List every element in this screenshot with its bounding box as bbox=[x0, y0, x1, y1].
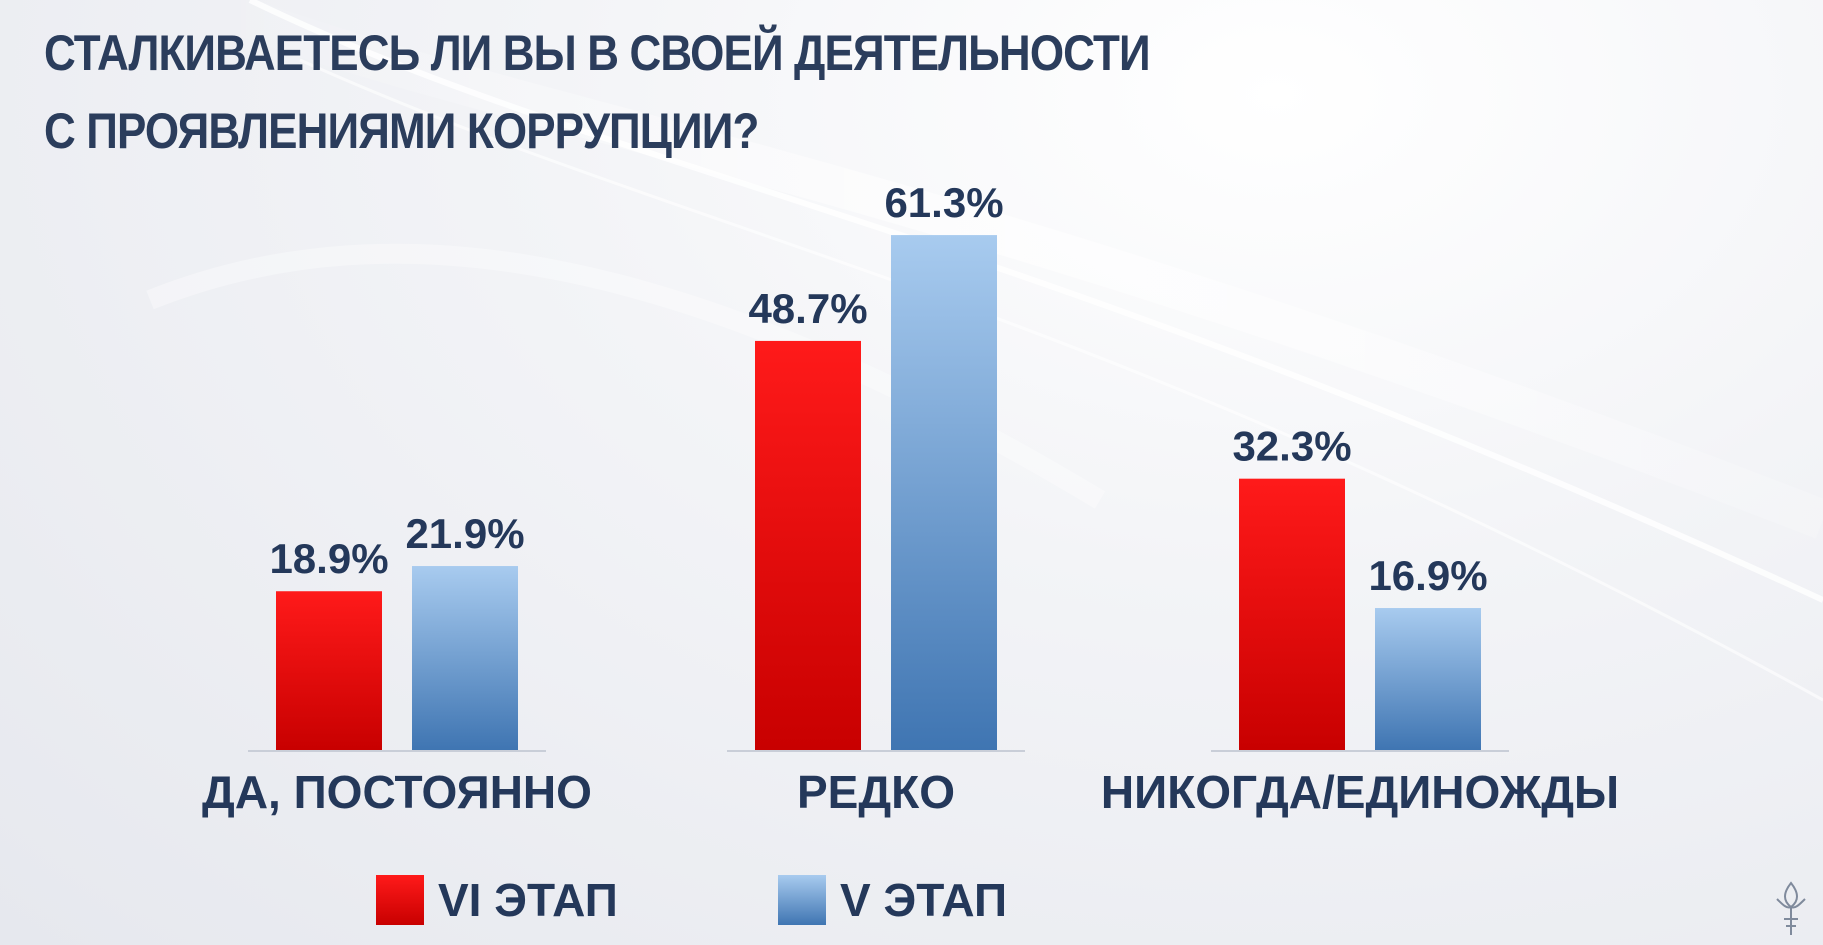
data-labels-group: 18.9% 21.9% 48.7% 61.3% 32.3% 16.9% bbox=[269, 179, 1487, 599]
bar-vi-1 bbox=[276, 591, 382, 750]
data-label-vi-1: 18.9% bbox=[269, 535, 388, 582]
category-label-2: РЕДКО bbox=[797, 766, 955, 818]
category-labels-group: ДА, ПОСТОЯННО РЕДКО НИКОГДА/ЕДИНОЖДЫ bbox=[202, 766, 1619, 818]
legend-item-v: V ЭТАП bbox=[778, 872, 1007, 928]
bar-vi-2 bbox=[755, 340, 861, 750]
bar-v-1 bbox=[412, 566, 518, 750]
legend-swatch-v bbox=[778, 875, 826, 925]
data-label-v-1: 21.9% bbox=[405, 510, 524, 557]
legend-label-vi: VI ЭТАП bbox=[438, 874, 618, 926]
chart-title: СТАЛКИВАЕТЕСЬ ЛИ ВЫ В СВОЕЙ ДЕЯТЕЛЬНОСТИ… bbox=[44, 14, 1151, 170]
data-label-v-3: 16.9% bbox=[1368, 552, 1487, 599]
category-label-3: НИКОГДА/ЕДИНОЖДЫ bbox=[1101, 766, 1619, 818]
bar-v-2 bbox=[891, 235, 997, 750]
data-label-v-2: 61.3% bbox=[884, 179, 1003, 226]
data-label-vi-2: 48.7% bbox=[748, 285, 867, 332]
legend-swatch-vi bbox=[376, 875, 424, 925]
broadcaster-logo-icon bbox=[1776, 881, 1806, 935]
chart-title-line-1: СТАЛКИВАЕТЕСЬ ЛИ ВЫ В СВОЕЙ ДЕЯТЕЛЬНОСТИ bbox=[44, 25, 1151, 81]
bar-vi-3 bbox=[1239, 478, 1345, 750]
category-label-1: ДА, ПОСТОЯННО bbox=[202, 766, 592, 818]
data-label-vi-3: 32.3% bbox=[1232, 423, 1351, 470]
bar-v-3 bbox=[1375, 608, 1481, 750]
legend-item-vi: VI ЭТАП bbox=[376, 872, 618, 928]
legend-label-v: V ЭТАП bbox=[840, 874, 1008, 926]
bars-group bbox=[276, 235, 1481, 750]
chart-title-line-2: С ПРОЯВЛЕНИЯМИ КОРРУПЦИИ? bbox=[44, 103, 759, 159]
